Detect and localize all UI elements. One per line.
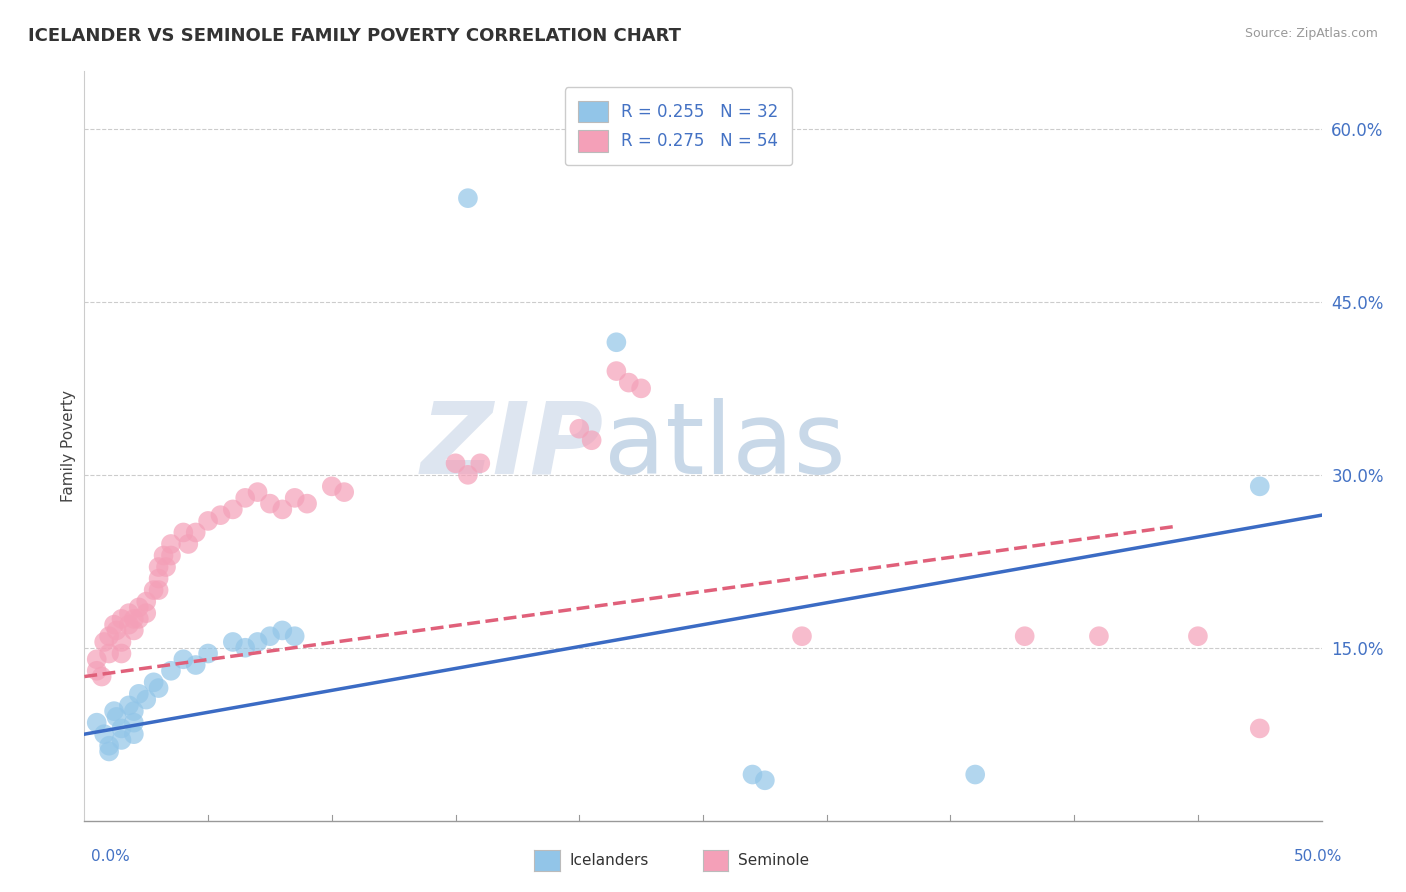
Point xyxy=(321,479,343,493)
Point xyxy=(1249,479,1271,493)
Y-axis label: Family Poverty: Family Poverty xyxy=(60,390,76,502)
Point xyxy=(605,364,627,378)
Point xyxy=(110,635,132,649)
Point xyxy=(110,733,132,747)
Point xyxy=(581,434,603,448)
Point xyxy=(135,606,157,620)
Point xyxy=(197,647,219,661)
Point xyxy=(605,335,627,350)
Point xyxy=(86,652,108,666)
Point xyxy=(1014,629,1036,643)
Point xyxy=(172,525,194,540)
Point xyxy=(222,502,245,516)
Point xyxy=(128,687,150,701)
Point xyxy=(118,698,141,713)
Point xyxy=(93,727,115,741)
Point xyxy=(457,191,479,205)
Point xyxy=(233,491,256,505)
Point xyxy=(142,583,165,598)
Text: atlas: atlas xyxy=(605,398,845,494)
Point xyxy=(568,422,591,436)
Point xyxy=(105,624,128,638)
Point xyxy=(148,681,170,695)
Point xyxy=(172,652,194,666)
Point xyxy=(110,722,132,736)
Text: ZIP: ZIP xyxy=(420,398,605,494)
Point xyxy=(148,583,170,598)
Point xyxy=(222,635,245,649)
Point xyxy=(160,537,183,551)
Point xyxy=(105,710,128,724)
Point xyxy=(98,629,121,643)
Point xyxy=(754,773,776,788)
Point xyxy=(128,612,150,626)
Point xyxy=(197,514,219,528)
Point xyxy=(965,767,987,781)
Point xyxy=(122,612,145,626)
Point xyxy=(233,640,256,655)
Point xyxy=(1249,722,1271,736)
Point xyxy=(246,635,269,649)
Point xyxy=(271,624,294,638)
Point xyxy=(122,715,145,730)
Point xyxy=(333,485,356,500)
Point xyxy=(110,647,132,661)
Point xyxy=(630,381,652,395)
Text: Seminole: Seminole xyxy=(738,854,810,868)
Point xyxy=(246,485,269,500)
Point xyxy=(103,704,125,718)
Point xyxy=(86,715,108,730)
Point xyxy=(295,497,318,511)
Point xyxy=(1187,629,1209,643)
Point xyxy=(209,508,232,523)
Point xyxy=(470,456,492,470)
Text: Icelanders: Icelanders xyxy=(569,854,648,868)
Point xyxy=(741,767,763,781)
Point xyxy=(259,629,281,643)
Point xyxy=(1088,629,1111,643)
Point xyxy=(135,692,157,706)
Point xyxy=(110,612,132,626)
Point xyxy=(122,624,145,638)
Point xyxy=(160,549,183,563)
Point xyxy=(152,549,174,563)
Legend: R = 0.255   N = 32, R = 0.275   N = 54: R = 0.255 N = 32, R = 0.275 N = 54 xyxy=(565,87,792,165)
Text: 0.0%: 0.0% xyxy=(91,849,131,863)
Point xyxy=(122,704,145,718)
Point xyxy=(98,744,121,758)
Point xyxy=(103,617,125,632)
Point xyxy=(271,502,294,516)
Point xyxy=(90,669,112,683)
Point xyxy=(118,606,141,620)
Point xyxy=(284,629,307,643)
Point xyxy=(177,537,200,551)
Point xyxy=(148,572,170,586)
Point xyxy=(118,617,141,632)
Text: ICELANDER VS SEMINOLE FAMILY POVERTY CORRELATION CHART: ICELANDER VS SEMINOLE FAMILY POVERTY COR… xyxy=(28,27,681,45)
Point xyxy=(135,594,157,608)
Point xyxy=(98,647,121,661)
Point xyxy=(93,635,115,649)
Text: 50.0%: 50.0% xyxy=(1295,849,1343,863)
Point xyxy=(98,739,121,753)
Point xyxy=(148,560,170,574)
Point xyxy=(86,664,108,678)
Point xyxy=(128,600,150,615)
Point xyxy=(790,629,813,643)
Point xyxy=(122,727,145,741)
Point xyxy=(259,497,281,511)
Point xyxy=(457,467,479,482)
Point xyxy=(617,376,640,390)
Point xyxy=(184,658,207,673)
Point xyxy=(155,560,177,574)
Point xyxy=(142,675,165,690)
Point xyxy=(160,664,183,678)
Point xyxy=(284,491,307,505)
Point xyxy=(444,456,467,470)
Text: Source: ZipAtlas.com: Source: ZipAtlas.com xyxy=(1244,27,1378,40)
Point xyxy=(184,525,207,540)
